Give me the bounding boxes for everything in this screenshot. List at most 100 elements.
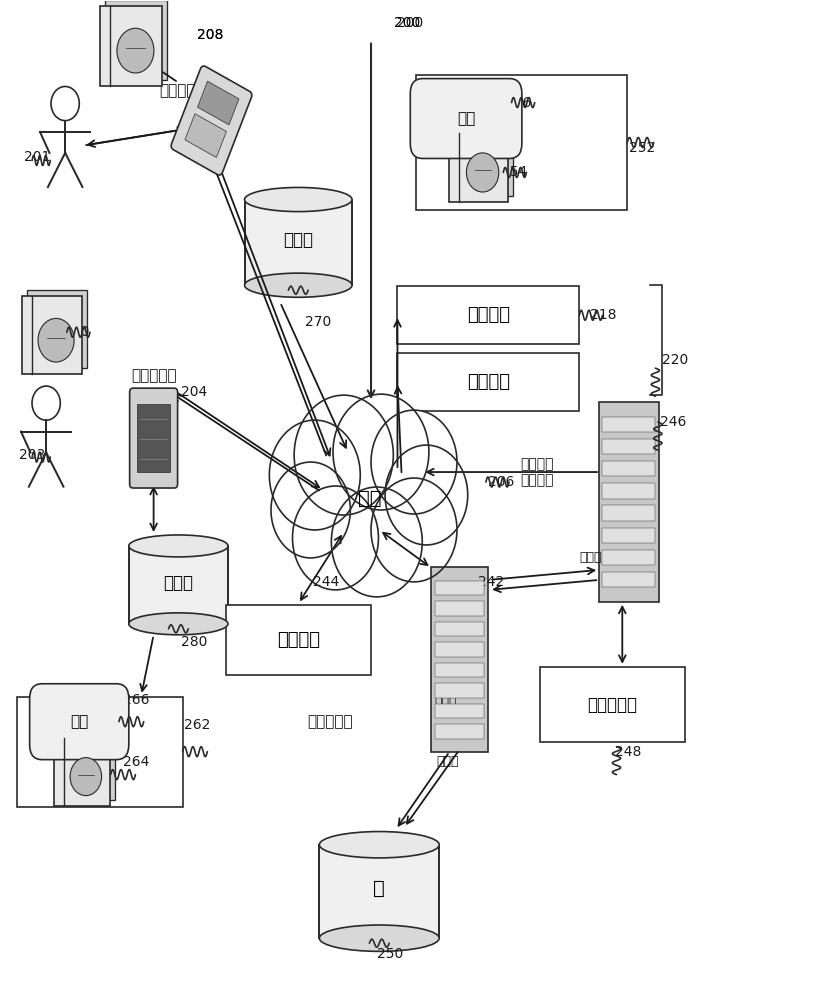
Bar — [397, 286, 579, 344]
Bar — [137, 404, 170, 472]
Circle shape — [70, 758, 102, 796]
Bar — [244, 200, 351, 285]
Text: 264: 264 — [123, 755, 149, 769]
Bar — [602, 550, 655, 565]
Text: 220: 220 — [661, 353, 687, 367]
Text: 203: 203 — [19, 448, 45, 462]
Circle shape — [331, 487, 422, 597]
FancyBboxPatch shape — [130, 388, 177, 488]
Bar — [22, 296, 82, 374]
Circle shape — [332, 394, 428, 510]
Bar — [129, 546, 227, 624]
Text: 内容提供商: 内容提供商 — [586, 696, 637, 714]
Text: 通信服务器: 通信服务器 — [307, 714, 352, 729]
Bar — [602, 417, 655, 432]
Circle shape — [292, 486, 378, 590]
Text: 256: 256 — [504, 96, 531, 110]
Ellipse shape — [129, 535, 227, 557]
Bar — [602, 528, 655, 543]
Bar — [602, 439, 655, 454]
Ellipse shape — [244, 273, 351, 297]
Bar — [105, 0, 167, 80]
Text: 200: 200 — [394, 16, 420, 30]
Bar — [184, 114, 226, 157]
Text: 内容: 内容 — [457, 111, 475, 126]
Bar — [602, 461, 655, 476]
Bar — [602, 572, 655, 587]
Text: 内容: 内容 — [70, 714, 88, 729]
Text: 202: 202 — [209, 101, 236, 115]
Bar — [434, 622, 484, 636]
Text: 280: 280 — [180, 635, 207, 649]
Bar — [434, 724, 484, 739]
FancyBboxPatch shape — [171, 66, 251, 175]
Bar — [431, 567, 487, 752]
Text: 本地库: 本地库 — [163, 574, 194, 592]
Ellipse shape — [244, 187, 351, 212]
Circle shape — [270, 462, 350, 558]
Text: 200: 200 — [397, 16, 423, 30]
Text: 检测组件: 检测组件 — [466, 306, 509, 324]
Text: 客户端设备: 客户端设备 — [160, 83, 205, 98]
Text: 206: 206 — [488, 475, 514, 489]
Text: 服务器: 服务器 — [579, 551, 601, 564]
Bar — [602, 505, 655, 521]
FancyBboxPatch shape — [30, 684, 129, 760]
Text: 208: 208 — [196, 28, 222, 42]
Circle shape — [51, 86, 79, 121]
Bar — [17, 697, 182, 807]
Text: 248: 248 — [614, 745, 640, 759]
Bar — [59, 732, 115, 800]
Text: 叠加服务: 叠加服务 — [276, 631, 319, 649]
Text: 201: 201 — [24, 150, 50, 164]
Text: 204: 204 — [180, 385, 207, 399]
Bar — [397, 353, 579, 411]
Circle shape — [269, 420, 360, 530]
Circle shape — [370, 410, 457, 514]
Text: 服务器: 服务器 — [434, 695, 457, 708]
Bar — [434, 683, 484, 698]
Circle shape — [117, 28, 154, 73]
Ellipse shape — [319, 832, 438, 858]
Text: 218: 218 — [590, 308, 616, 322]
Text: 266: 266 — [123, 693, 150, 707]
Bar — [434, 663, 484, 677]
Circle shape — [294, 395, 393, 515]
Text: 246: 246 — [659, 415, 685, 429]
Text: 262: 262 — [184, 718, 210, 732]
Bar — [539, 667, 684, 742]
Text: 客户端设备: 客户端设备 — [131, 368, 176, 383]
Circle shape — [32, 386, 60, 420]
Bar — [434, 601, 484, 616]
Bar — [226, 605, 370, 675]
Text: 254: 254 — [500, 165, 527, 179]
Bar — [198, 81, 239, 125]
Bar — [434, 704, 484, 718]
Bar — [54, 738, 110, 806]
Text: 服务器: 服务器 — [436, 755, 458, 768]
Text: 244: 244 — [313, 575, 339, 589]
Ellipse shape — [319, 925, 438, 951]
Text: 库: 库 — [373, 879, 385, 898]
Circle shape — [385, 445, 467, 545]
Bar — [415, 75, 626, 210]
FancyBboxPatch shape — [410, 79, 521, 158]
Bar — [602, 483, 655, 499]
Text: 208: 208 — [197, 28, 223, 42]
Text: 210: 210 — [63, 325, 89, 339]
Text: 252: 252 — [629, 141, 654, 155]
Text: 250: 250 — [376, 947, 403, 961]
Circle shape — [38, 318, 74, 362]
Ellipse shape — [129, 613, 227, 635]
Text: 本地库: 本地库 — [283, 231, 313, 249]
Text: 内容提供: 内容提供 — [519, 457, 552, 471]
Bar — [27, 290, 87, 368]
Bar — [434, 642, 484, 657]
Text: 网络: 网络 — [358, 489, 381, 508]
Text: 识别组件: 识别组件 — [466, 373, 509, 391]
Bar — [434, 581, 484, 595]
Bar — [448, 133, 508, 202]
Text: 270: 270 — [304, 315, 331, 329]
Text: 商服务器: 商服务器 — [519, 473, 552, 487]
Circle shape — [466, 153, 498, 192]
